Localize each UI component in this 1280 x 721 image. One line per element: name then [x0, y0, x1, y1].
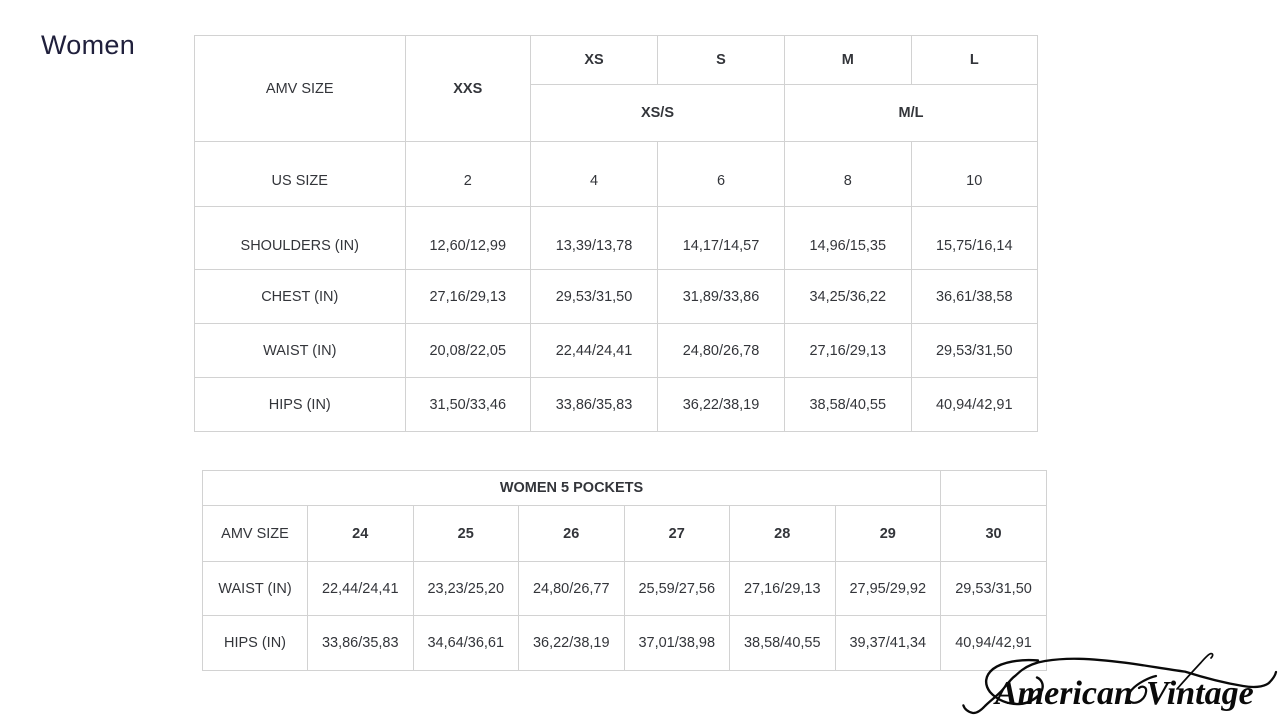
svg-text:Vintage: Vintage [1146, 675, 1254, 712]
svg-text:American: American [993, 675, 1133, 712]
